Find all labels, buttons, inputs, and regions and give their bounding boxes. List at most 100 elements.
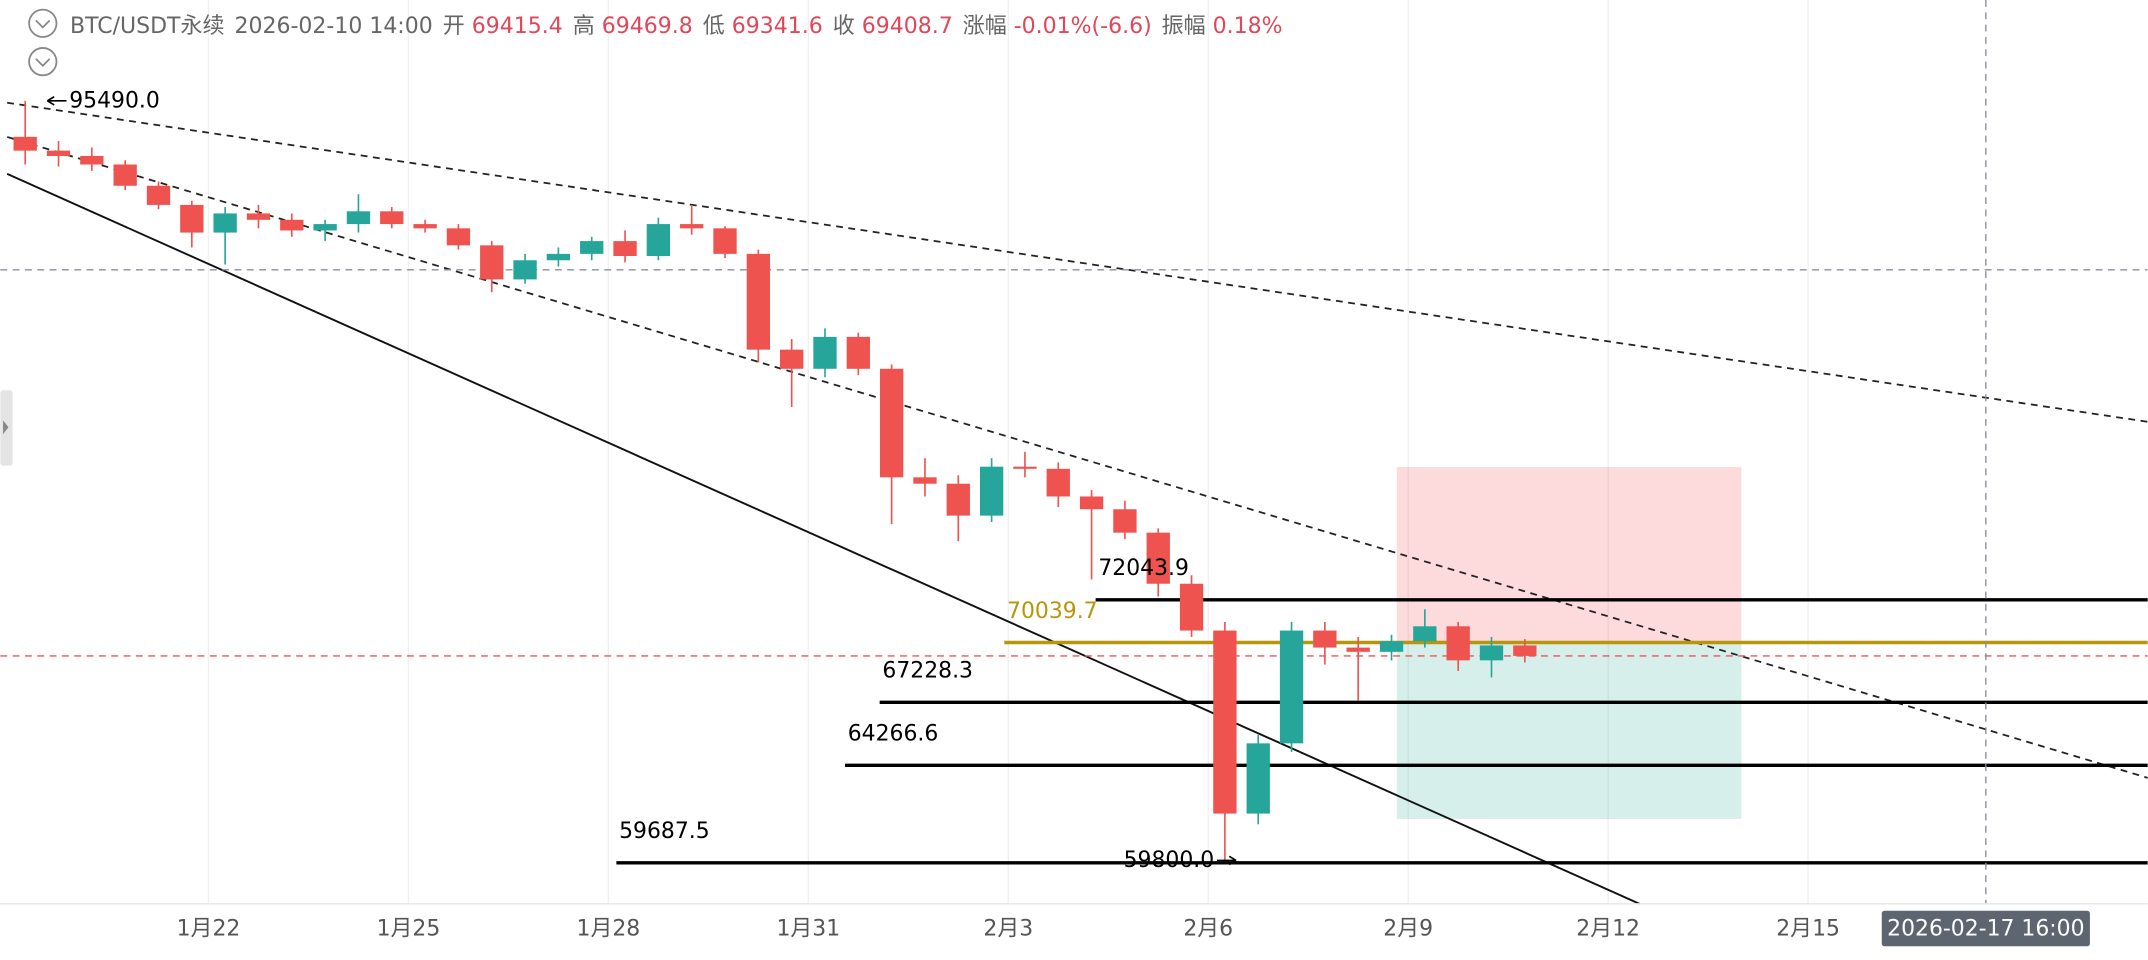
candle-body bbox=[1279, 630, 1304, 744]
low-value: 69341.6 bbox=[731, 14, 823, 39]
chevron bbox=[35, 58, 51, 67]
x-tick-label: 2月3 bbox=[983, 916, 1033, 941]
candle-body bbox=[280, 219, 304, 231]
candle-body bbox=[80, 155, 104, 165]
candle-body bbox=[1446, 626, 1470, 661]
chevron bbox=[35, 19, 51, 29]
symbol: BTC/USDT永续 bbox=[70, 14, 225, 39]
amplitude-label: 振幅 bbox=[1161, 14, 1206, 39]
crosshair-label-box bbox=[1881, 910, 2090, 947]
candle-body bbox=[680, 224, 704, 229]
candle-body bbox=[879, 368, 904, 478]
candle-body bbox=[1213, 630, 1237, 814]
candle-body bbox=[713, 228, 737, 254]
candle-body bbox=[1179, 583, 1204, 631]
candle-body bbox=[313, 224, 337, 231]
candle-body bbox=[113, 164, 137, 186]
candle-body bbox=[1313, 630, 1337, 648]
collapse-icon[interactable] bbox=[28, 8, 58, 38]
crosshair-label: 2026-02-17 16:00 bbox=[1887, 916, 2084, 941]
candle-body bbox=[546, 253, 571, 261]
candle-body bbox=[913, 477, 937, 484]
close-label: 收 bbox=[832, 14, 855, 39]
x-tick-label: 2月6 bbox=[1183, 916, 1233, 941]
candle-body bbox=[480, 245, 504, 280]
candle-body bbox=[213, 213, 237, 233]
candle-body bbox=[1413, 626, 1437, 642]
x-tick-label: 2月12 bbox=[1576, 916, 1640, 941]
trendline-dashed bbox=[6, 136, 2148, 779]
level-label: 72043.9 bbox=[1098, 556, 1189, 581]
grid bbox=[207, 0, 1809, 904]
bar-time: 2026-02-10 14:00 bbox=[234, 14, 433, 39]
position-box bbox=[1396, 466, 1742, 819]
x-tick-label: 2月9 bbox=[1383, 916, 1433, 941]
x-axis: 1月22 1月25 1月28 1月31 2月3 2月6 2月9 2月12 2月15 2026-02… bbox=[177, 910, 2090, 947]
x-tick-label: 2月15 bbox=[1776, 916, 1840, 941]
candle-body bbox=[746, 253, 771, 350]
candle-body bbox=[946, 483, 970, 516]
x-tick-label: 1月25 bbox=[377, 916, 441, 941]
extreme-label: 59800.0 bbox=[1124, 848, 1215, 873]
extreme-arrow bbox=[1216, 855, 1237, 866]
x-tick-label: 1月28 bbox=[577, 916, 641, 941]
candle-body bbox=[380, 211, 404, 225]
x-tick-label: 1月31 bbox=[776, 916, 840, 941]
high-label: 高 bbox=[572, 14, 595, 39]
candle-body bbox=[1079, 496, 1104, 510]
x-tick-label: 1月22 bbox=[177, 916, 241, 941]
candle-body bbox=[580, 241, 604, 254]
candle-body bbox=[813, 336, 837, 369]
candle-body bbox=[146, 185, 171, 205]
price-lines bbox=[0, 0, 2148, 904]
candle-body bbox=[513, 260, 537, 280]
candle-body bbox=[646, 224, 671, 256]
candle-body bbox=[1479, 645, 1504, 661]
candle-body bbox=[413, 224, 437, 229]
candles bbox=[13, 100, 1537, 861]
candle-body bbox=[246, 213, 271, 220]
high-value: 69469.8 bbox=[601, 14, 693, 39]
trendline-solid bbox=[6, 173, 1640, 905]
candle-body bbox=[180, 204, 204, 233]
candle-body bbox=[346, 211, 371, 225]
candle-body bbox=[1346, 647, 1370, 652]
candle-body bbox=[979, 466, 1004, 516]
level-label: 64266.6 bbox=[848, 722, 939, 747]
open-label: 开 bbox=[442, 14, 465, 39]
candle-body bbox=[1013, 466, 1037, 469]
level-label: 67228.3 bbox=[882, 659, 973, 684]
extreme-arrow bbox=[46, 96, 67, 106]
candle-body bbox=[613, 241, 637, 256]
extreme-label: 95490.0 bbox=[69, 89, 160, 114]
level-label: 70039.7 bbox=[1007, 599, 1098, 624]
stop-zone bbox=[1396, 466, 1742, 643]
candle-body bbox=[1379, 641, 1404, 652]
candle-body bbox=[446, 228, 471, 246]
side-tab-arrow bbox=[3, 420, 9, 435]
trendline-dashed bbox=[7, 101, 2148, 423]
indicator-icon[interactable] bbox=[28, 47, 58, 77]
candle-body bbox=[1513, 645, 1537, 656]
level-label: 59687.5 bbox=[619, 819, 710, 844]
target-zone bbox=[1396, 642, 1742, 819]
candle-body bbox=[1146, 532, 1170, 584]
close-value: 69408.7 bbox=[861, 14, 953, 39]
candle-body bbox=[780, 349, 804, 369]
low-label: 低 bbox=[702, 14, 725, 39]
amplitude-value: 0.18% bbox=[1212, 14, 1283, 39]
candle-body bbox=[1246, 743, 1270, 814]
candle-body bbox=[846, 336, 870, 369]
candle-body bbox=[1046, 468, 1070, 497]
candle-body bbox=[13, 136, 37, 151]
candle-body bbox=[46, 150, 71, 156]
change-value: -0.01%(-6.6) bbox=[1013, 14, 1152, 39]
change-label: 涨幅 bbox=[962, 14, 1007, 39]
open-value: 69415.4 bbox=[471, 14, 563, 39]
ohlc-header: BTC/USDT永续 2026-02-10 14:00 开 69415.4 高 … bbox=[70, 8, 1283, 40]
candle-body bbox=[1113, 509, 1137, 533]
